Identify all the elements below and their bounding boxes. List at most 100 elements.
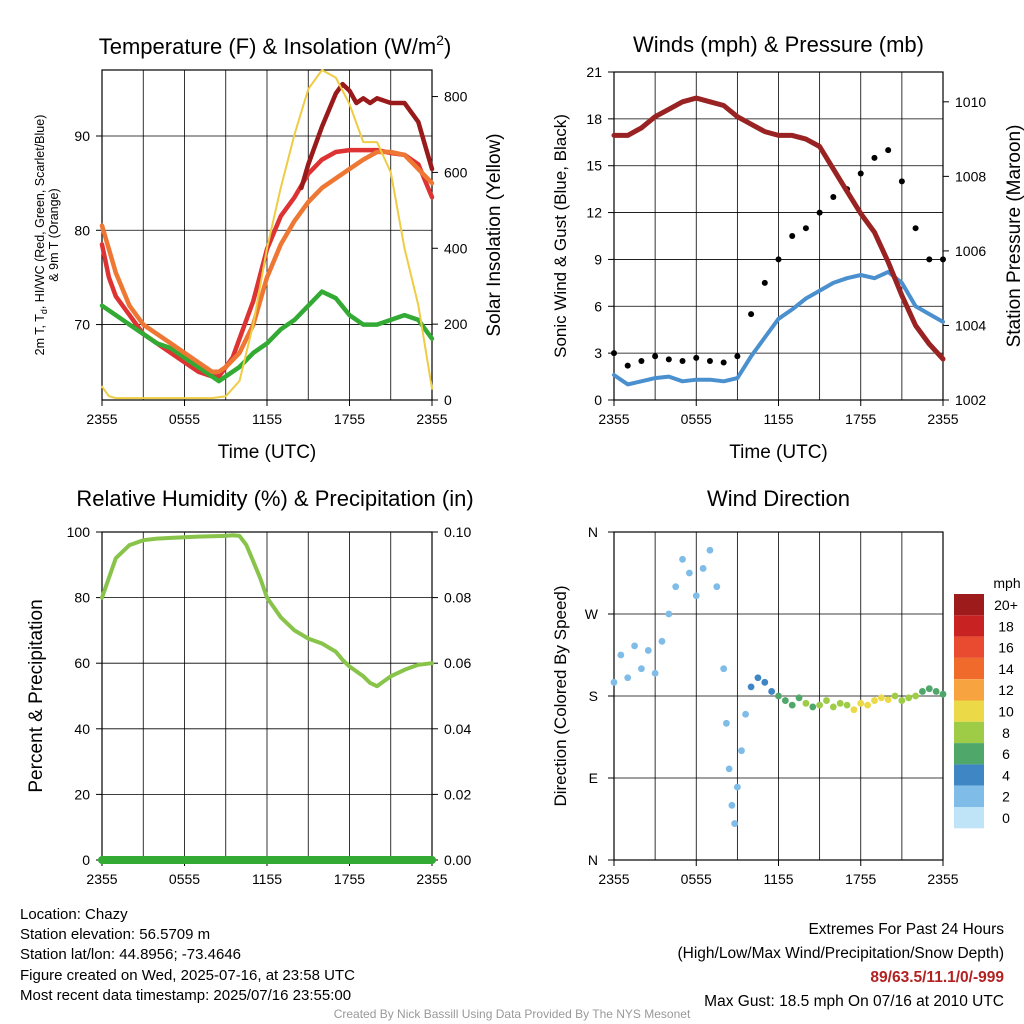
y-tick-label: S <box>589 688 598 704</box>
legend-swatch <box>954 764 984 786</box>
y-right-tick-label: 1002 <box>955 392 986 408</box>
y-tick-label: N <box>588 852 598 868</box>
y-right-tick-label: 0.02 <box>444 786 471 802</box>
y-tick-label: W <box>585 606 599 622</box>
label-part: 2m T, T <box>33 314 47 356</box>
direction-point <box>610 678 618 686</box>
direction-point <box>775 692 782 700</box>
direction-point <box>713 583 721 591</box>
direction-point <box>802 699 810 707</box>
direction-point <box>631 642 638 650</box>
direction-point <box>754 674 762 682</box>
direction-point <box>699 565 707 572</box>
x-tick-label: 1755 <box>845 411 876 427</box>
extremes-title: Extremes For Past 24 Hours <box>808 921 1004 938</box>
legend-label: 10 <box>998 704 1014 720</box>
direction-point <box>768 688 776 695</box>
gust-point <box>706 357 713 364</box>
y-tick-label: 80 <box>74 222 90 238</box>
direction-point <box>925 685 933 693</box>
y-right-tick-label: 600 <box>444 164 468 180</box>
x-tick-label: 1155 <box>763 871 793 887</box>
label-line: 2m T, Td, HI/WC (Red, Green, Scarlet/Blu… <box>33 115 49 356</box>
direction-point <box>932 688 940 695</box>
legend-swatch <box>954 657 984 680</box>
x-tick-label: 0555 <box>681 871 712 887</box>
y-tick-label: 0 <box>594 392 602 408</box>
x-tick-label: 1155 <box>763 411 793 427</box>
direction-point <box>685 569 693 577</box>
direction-point <box>864 701 872 709</box>
label-subscript: d <box>39 309 49 314</box>
series-line-1 <box>99 289 435 384</box>
y-tick-label: 100 <box>67 524 91 540</box>
gust-point <box>652 353 659 360</box>
y-tick-label: 9 <box>594 251 602 267</box>
direction-point <box>823 697 830 704</box>
direction-point <box>898 697 906 704</box>
y-tick-label: 20 <box>74 786 90 802</box>
y-tick-label: 60 <box>74 655 90 671</box>
x-tick-label: 0555 <box>169 411 200 427</box>
direction-point <box>829 703 837 711</box>
direction-point <box>781 697 789 704</box>
y-tick-label: 12 <box>586 205 602 221</box>
x-tick-label: 2355 <box>927 411 958 427</box>
y-tick-label: N <box>588 524 598 540</box>
x-tick-label: 1155 <box>252 411 282 427</box>
y-tick-label: 90 <box>74 128 90 144</box>
y-axis-title-left: Direction (Colored By Speed) <box>551 585 570 806</box>
legend-swatch <box>954 636 984 658</box>
gust-point <box>679 357 686 364</box>
gust-point <box>830 193 837 200</box>
direction-point <box>877 694 885 702</box>
station-location: Location: Chazy <box>20 906 128 923</box>
extremes-subtitle: (High/Low/Max Wind/Precipitation/Snow De… <box>677 945 1005 962</box>
figure-created: Figure created on Wed, 2025-07-16, at 23… <box>20 966 355 984</box>
gust-point <box>789 233 796 239</box>
direction-point <box>658 637 666 645</box>
gust-point <box>775 256 782 263</box>
y-axis-title-right: Station Pressure (Maroon) <box>1004 125 1024 348</box>
direction-point <box>836 699 844 707</box>
direction-point <box>638 665 645 673</box>
chart-title: Wind Direction <box>707 486 850 511</box>
max-gust: Max Gust: 18.5 mph On 07/16 at 2010 UTC <box>704 993 1004 1010</box>
title-part: Temperature (F) & Insolation (W/m <box>99 34 436 59</box>
x-tick-label: 0555 <box>681 411 712 427</box>
y-tick-label: 15 <box>586 158 602 174</box>
winds-panel: 2355 0555 1155 1755 2355 Time (UTC) 0 3 6 9 12 15 18… <box>551 32 1024 463</box>
direction-point <box>617 651 625 659</box>
direction-point <box>939 690 947 698</box>
title-superscript: 2 <box>436 32 444 48</box>
y-right-tick-label: 1008 <box>955 168 986 184</box>
direction-point <box>871 697 878 704</box>
direction-point <box>747 683 755 691</box>
y-axis-title-right: Solar Insolation (Yellow) <box>484 133 505 336</box>
station-latlon: Station lat/lon: 44.8956; -73.4646 <box>20 946 242 964</box>
x-axis-title: Time (UTC) <box>729 442 828 463</box>
legend-swatch <box>954 594 984 616</box>
station-elevation: Station elevation: 56.5709 m <box>20 926 211 944</box>
direction-point <box>857 699 865 707</box>
x-tick-label: 2355 <box>416 871 447 887</box>
series-line-4 <box>101 69 433 400</box>
x-tick-label: 2355 <box>598 411 629 427</box>
y-tick-label: 21 <box>586 64 602 80</box>
extremes-values: 89/63.5/11.1/0/-999 <box>870 969 1004 986</box>
legend-label: 20+ <box>994 597 1018 613</box>
y-right-tick-label: 0.10 <box>444 524 471 540</box>
series-line-0 <box>100 533 434 689</box>
series-line-2 <box>611 95 946 362</box>
direction-point <box>644 647 652 654</box>
gust-point <box>912 225 919 232</box>
direction-point <box>723 719 730 727</box>
legend-label: 0 <box>1002 810 1010 826</box>
direction-point <box>728 801 736 809</box>
direction-point <box>850 706 858 714</box>
gust-point <box>720 359 727 366</box>
legend-title: mph <box>993 575 1020 591</box>
y-tick-label: E <box>589 770 598 786</box>
legend-label: 18 <box>998 618 1014 634</box>
